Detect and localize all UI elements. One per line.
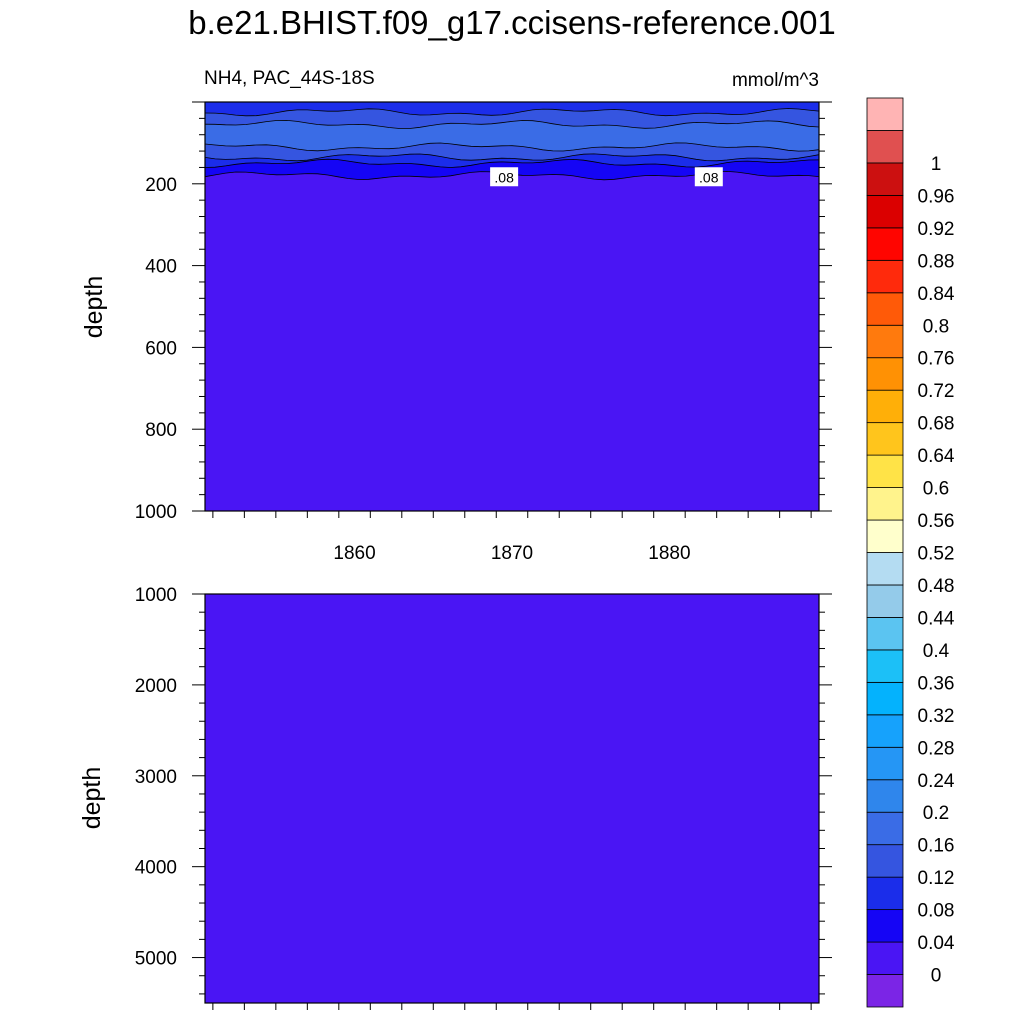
colorbar-label: 0.24 <box>918 771 955 792</box>
colorbar-label: 0.64 <box>918 446 955 467</box>
colorbar-swatch <box>866 389 904 424</box>
colorbar-label: 0.8 <box>923 316 949 337</box>
colorbar-swatch <box>866 681 904 716</box>
contour-line <box>204 119 820 129</box>
colorbar-swatch <box>866 746 904 781</box>
colorbar-swatch <box>866 552 904 586</box>
upper-y-axis-label: depth <box>80 276 108 339</box>
colorbar-label: 0.32 <box>918 706 955 727</box>
colorbar-swatch <box>866 292 904 326</box>
y-tick-label: 3000 <box>135 767 177 788</box>
colorbar-swatch <box>866 811 904 846</box>
lower-panel-frame <box>204 593 820 1004</box>
colorbar-label: 0.04 <box>918 933 955 954</box>
colorbar-label: 1 <box>931 154 942 175</box>
chart-title: b.e21.BHIST.f09_g17.ccisens-reference.00… <box>188 4 836 41</box>
upper-panel: .08 .08 200 400 600 800 1000 depth <box>80 101 832 523</box>
y-tick-label: 600 <box>145 338 177 359</box>
y-tick-label: 200 <box>145 175 177 196</box>
colorbar-swatch <box>866 454 904 488</box>
colorbar-swatch <box>866 194 904 229</box>
colorbar-swatch <box>866 357 904 391</box>
contour-label-box <box>490 167 519 187</box>
contour-label-text: .08 <box>699 169 719 185</box>
y-tick-label: 1000 <box>135 585 177 606</box>
colorbar-swatch <box>866 259 904 294</box>
contour-line <box>204 153 820 162</box>
colorbar-swatch <box>866 909 904 943</box>
colorbar-label: 0.16 <box>918 836 955 857</box>
x-tick-label: 1860 <box>333 543 375 564</box>
colorbar-label: 0 <box>931 966 942 987</box>
lower-y-axis-label: depth <box>78 767 106 830</box>
colorbar-swatch <box>866 162 904 196</box>
y-tick-label: 5000 <box>135 949 177 970</box>
colorbar-label: 0.72 <box>918 381 955 402</box>
colorbar: 1 0.96 0.92 0.88 0.84 0.8 0.76 0.72 0.68 0.64 0.6 0… <box>866 97 955 1008</box>
contour-label: .08 <box>694 167 723 187</box>
colorbar-swatch <box>866 130 904 164</box>
colorbar-swatch <box>866 519 904 553</box>
colorbar-swatch <box>866 941 904 975</box>
contour-line <box>204 142 820 152</box>
colorbar-swatch <box>866 97 904 131</box>
colorbar-label: 0.56 <box>918 511 955 532</box>
colorbar-label: 0.2 <box>923 803 949 824</box>
contour-label: .08 <box>490 167 519 187</box>
variable-label: NH4, PAC_44S-18S <box>204 68 375 89</box>
lower-panel: 1000 2000 3000 4000 5000 depth <box>78 585 832 1010</box>
colorbar-label: 0.76 <box>918 349 955 370</box>
contour-label-text: .08 <box>494 169 514 185</box>
colorbar-label: 0.68 <box>918 414 955 435</box>
colorbar-swatch <box>866 876 904 911</box>
y-tick-label: 400 <box>145 257 177 278</box>
colorbar-swatch <box>866 844 904 878</box>
colorbar-label: 0.36 <box>918 673 955 694</box>
colorbar-swatch <box>866 487 904 521</box>
upper-panel-frame <box>204 101 820 512</box>
colorbar-swatch <box>866 324 904 359</box>
colorbar-swatch <box>866 617 904 651</box>
colorbar-label: 0.92 <box>918 219 955 240</box>
colorbar-swatch <box>866 422 904 456</box>
units-label: mmol/m^3 <box>732 70 819 91</box>
colorbar-swatch <box>866 714 904 748</box>
x-tick-label: 1880 <box>648 543 690 564</box>
colorbar-label: 0.6 <box>923 479 949 500</box>
colorbar-label: 0.12 <box>918 868 955 889</box>
colorbar-swatch <box>866 974 904 1008</box>
colorbar-label: 0.48 <box>918 576 955 597</box>
contour-band <box>204 171 820 512</box>
colorbar-swatch <box>866 227 904 261</box>
y-tick-label: 800 <box>145 420 177 441</box>
colorbar-label: 0.08 <box>918 901 955 922</box>
colorbar-label: 0.96 <box>918 186 955 207</box>
contour-line <box>204 108 820 117</box>
colorbar-label: 0.28 <box>918 738 955 759</box>
x-axis-tick-labels: 1860 1870 1880 <box>333 543 690 564</box>
colorbar-swatch <box>866 584 904 618</box>
contour-line <box>204 158 820 168</box>
colorbar-label: 0.52 <box>918 544 955 565</box>
colorbar-label: 0.84 <box>918 284 955 305</box>
contour-band <box>204 593 820 1004</box>
y-tick-label: 1000 <box>135 502 177 523</box>
x-tick-label: 1870 <box>491 543 533 564</box>
colorbar-label: 0.44 <box>918 608 955 629</box>
colorbar-label: 0.88 <box>918 251 955 272</box>
colorbar-swatch <box>866 649 904 683</box>
colorbar-swatch <box>866 779 904 813</box>
y-tick-label: 4000 <box>135 858 177 879</box>
colorbar-label: 0.4 <box>923 641 950 662</box>
contour-label-box <box>694 167 723 187</box>
y-tick-label: 2000 <box>135 676 177 697</box>
